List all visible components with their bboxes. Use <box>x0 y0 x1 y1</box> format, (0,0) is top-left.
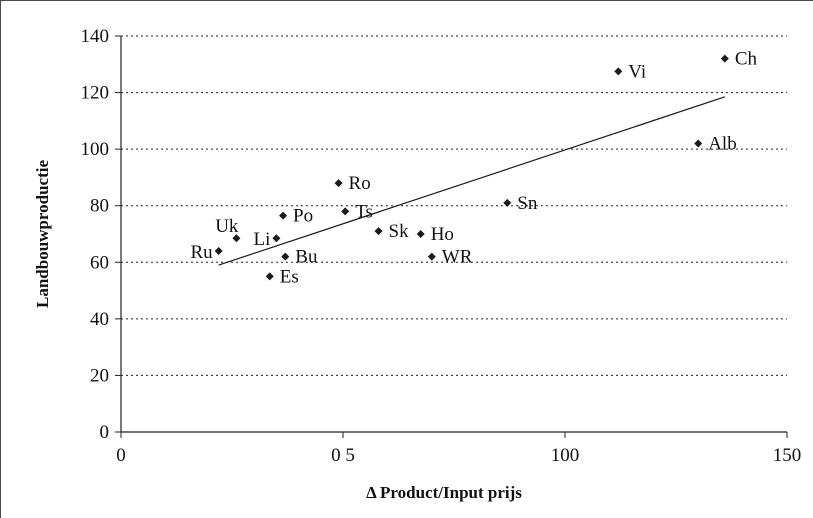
data-points: Ch Vi Alb Sn Ro Ts Po Ho Sk Uk Li Ru Bu WR Es <box>190 49 757 288</box>
y-tick-label-20: 20 <box>90 365 109 386</box>
point-label-es: Es <box>280 266 299 287</box>
point-label-ts: Ts <box>355 201 373 222</box>
trendline <box>218 96 726 266</box>
y-tick-label-140: 140 <box>81 26 110 47</box>
point-label-li: Li <box>254 229 271 250</box>
point-label-alb: Alb <box>708 133 737 154</box>
point-wr <box>427 252 436 261</box>
point-label-sk: Sk <box>389 221 410 242</box>
point-label-wr: WR <box>442 247 473 268</box>
y-tick-label-40: 40 <box>90 309 109 330</box>
x-tick-label-50: 0 5 <box>331 445 355 466</box>
point-ts <box>341 207 350 216</box>
trendline-group <box>218 96 726 266</box>
point-label-ro: Ro <box>349 173 371 194</box>
x-tick-label-0: 0 <box>116 445 126 466</box>
point-label-po: Po <box>293 206 313 227</box>
gridlines <box>121 35 787 376</box>
point-sn <box>503 198 512 207</box>
y-axis-title: Landbouwproductie <box>33 160 52 308</box>
point-label-ch: Ch <box>735 49 758 70</box>
y-tick-label-60: 60 <box>90 252 109 273</box>
point-es <box>265 272 274 281</box>
y-tick-label-80: 80 <box>90 196 109 217</box>
point-ch <box>720 54 729 63</box>
point-alb <box>694 139 703 148</box>
point-label-uk: Uk <box>215 216 239 237</box>
point-li <box>272 234 281 243</box>
x-tick-label-150: 150 <box>773 445 802 466</box>
point-po <box>279 211 288 220</box>
point-label-sn: Sn <box>517 193 538 214</box>
point-ho <box>416 230 425 238</box>
point-label-ho: Ho <box>431 224 454 245</box>
point-label-vi: Vi <box>628 61 646 82</box>
point-vi <box>614 67 623 76</box>
y-tick-label-100: 100 <box>81 139 110 160</box>
axes: 0 20 40 60 80 100 120 140 0 0 5 100 150 <box>81 26 802 466</box>
y-tick-label-0: 0 <box>100 422 110 443</box>
point-ro <box>334 179 343 188</box>
x-axis-title: Δ Product/Input prijs <box>366 483 522 502</box>
point-sk <box>374 227 383 236</box>
point-label-bu: Bu <box>295 247 318 268</box>
y-tick-label-120: 120 <box>81 83 110 104</box>
x-tick-label-100: 100 <box>551 445 580 466</box>
point-label-ru: Ru <box>190 242 213 263</box>
point-bu <box>281 252 290 261</box>
point-uk <box>232 234 241 243</box>
point-ru <box>214 246 223 255</box>
